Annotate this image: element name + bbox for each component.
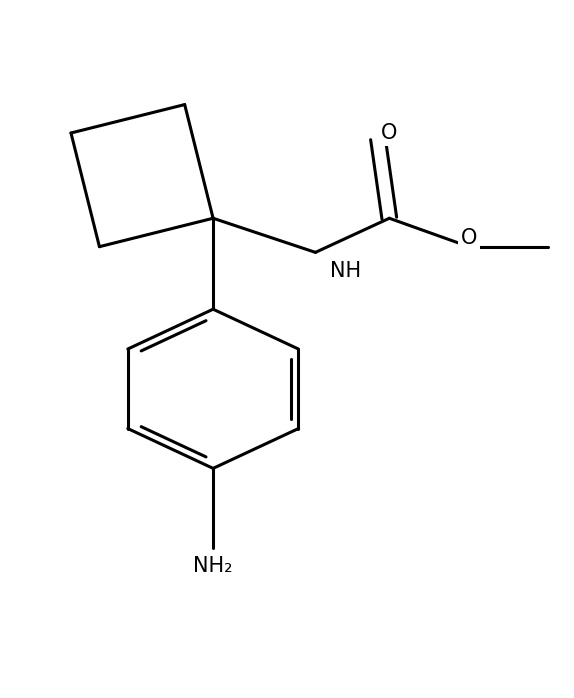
Text: O: O bbox=[381, 123, 398, 143]
Text: NH₂: NH₂ bbox=[193, 556, 233, 577]
Text: O: O bbox=[461, 228, 477, 248]
Text: NH: NH bbox=[329, 261, 360, 281]
